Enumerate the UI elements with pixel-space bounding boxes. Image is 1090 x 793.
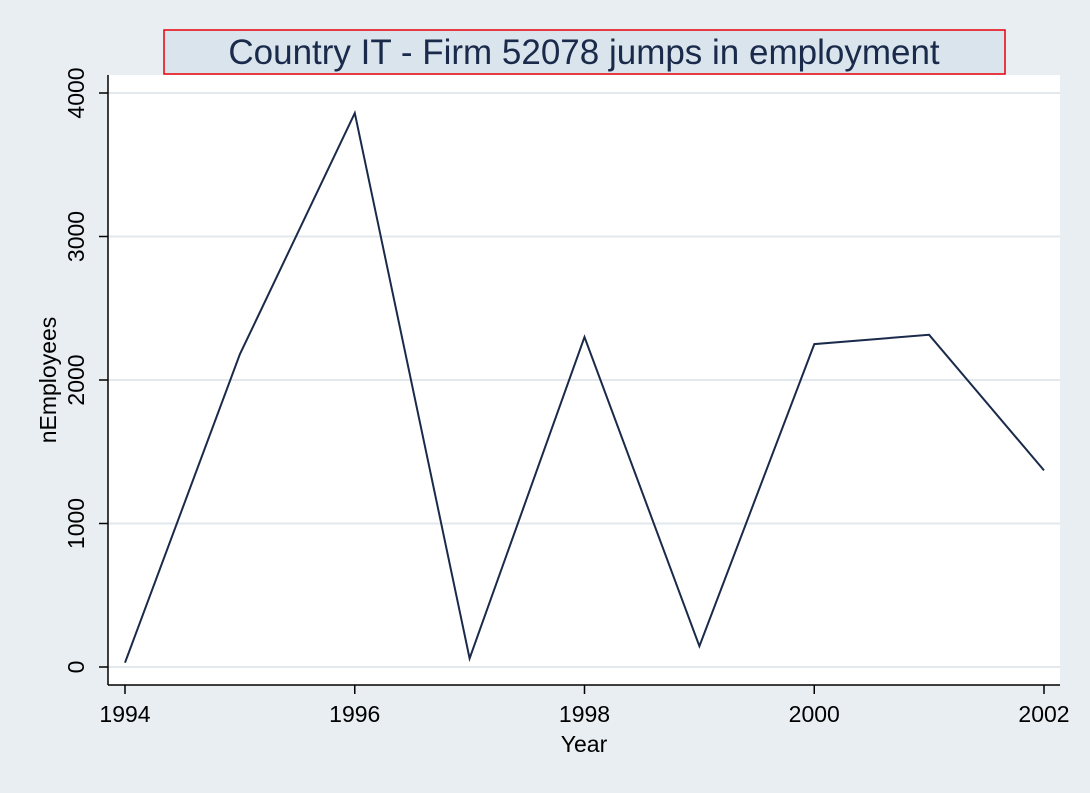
y-tick-label: 4000: [63, 67, 89, 118]
x-tick-label: 1996: [329, 701, 380, 727]
x-tick-label: 1998: [559, 701, 610, 727]
y-tick-label: 0: [63, 661, 89, 674]
y-tick-label: 1000: [63, 498, 89, 549]
y-ticks: 0 1000 2000 3000 4000: [63, 67, 108, 673]
title-box: [163, 29, 1006, 75]
y-tick-label: 3000: [63, 211, 89, 262]
x-tick-label: 1994: [99, 701, 150, 727]
x-axis-label: Year: [561, 731, 608, 757]
x-ticks: 1994 1996 1998 2000 2002: [99, 685, 1070, 727]
chart-title: Country IT - Firm 52078 jumps in employm…: [228, 33, 940, 72]
series-line: [124, 110, 1045, 664]
x-tick-label: 2000: [789, 701, 840, 727]
x-tick-label: 2002: [1018, 701, 1069, 727]
y-tick-label: 2000: [63, 354, 89, 405]
grid-lines: [108, 92, 1060, 668]
y-axis-label: nEmployees: [35, 317, 61, 444]
